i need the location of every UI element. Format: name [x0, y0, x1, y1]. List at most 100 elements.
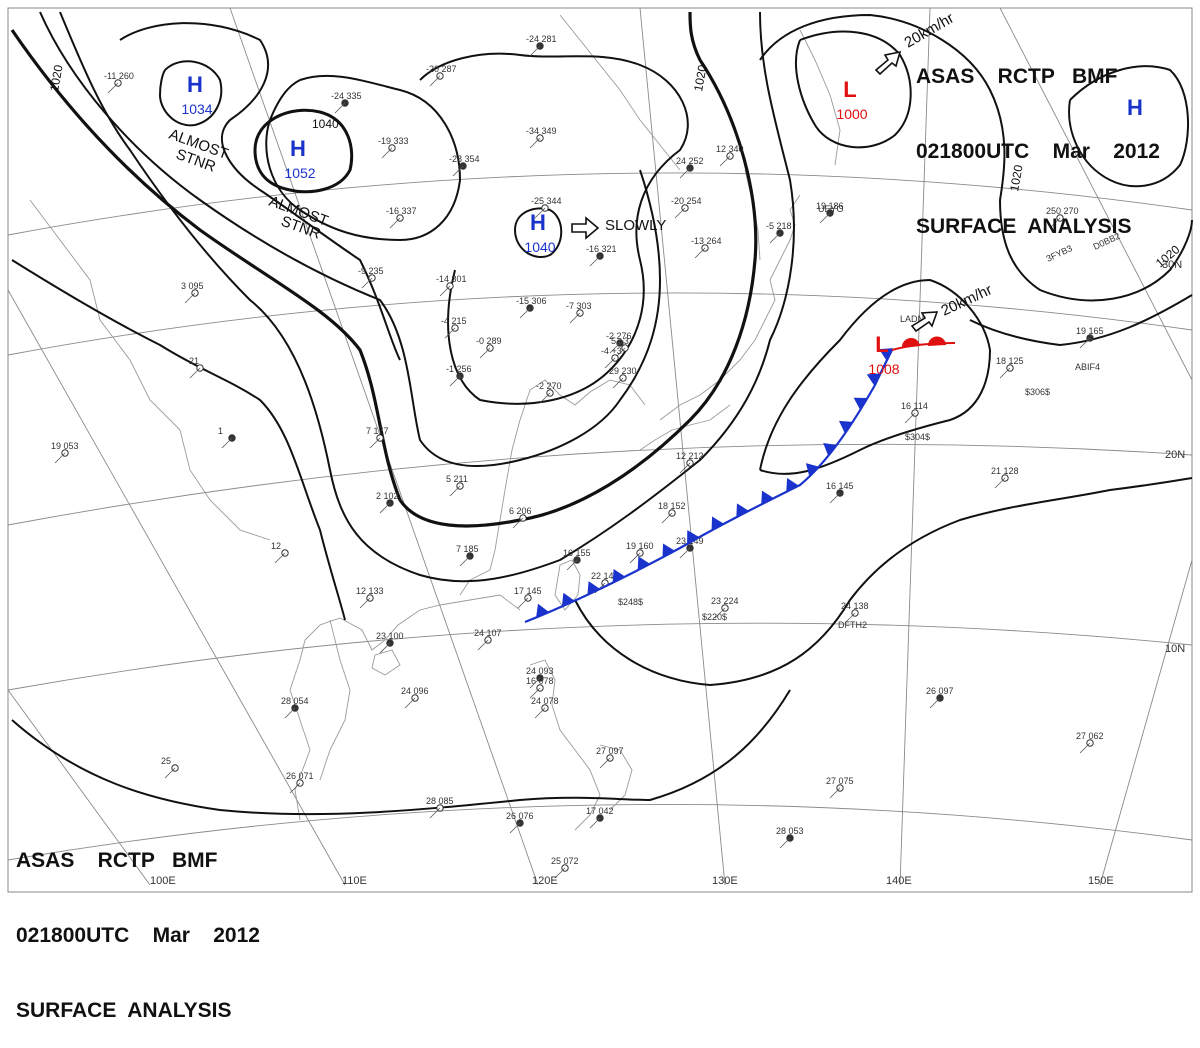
station-plot: 250 270	[1046, 206, 1079, 229]
station-plot: 26 097	[926, 686, 954, 709]
cold-front	[524, 336, 956, 624]
isobar-label: 1020	[1007, 163, 1025, 192]
cold-front-triangle	[687, 530, 700, 544]
isobar	[11, 259, 346, 621]
wind-barb	[599, 757, 611, 769]
cold-front-triangle	[838, 420, 853, 434]
wind-barb	[479, 347, 491, 359]
station-value: 24 078	[531, 696, 559, 706]
cold-front-triangle	[612, 568, 626, 583]
station-value: -24 335	[331, 91, 362, 101]
wind-barb	[389, 217, 401, 229]
coastlines	[29, 14, 841, 831]
wind-barb	[429, 75, 441, 87]
coastline-vietnam	[319, 619, 351, 781]
station-plot: 2 102	[376, 491, 399, 514]
station-value: 27 075	[826, 776, 854, 786]
station-plot: -16 321	[586, 244, 617, 267]
cold-front-triangle	[879, 348, 893, 361]
pressure-center-value: 1040	[524, 239, 555, 255]
coastline-korea-china	[459, 379, 646, 596]
wind-barb	[429, 807, 441, 819]
station-plot: 28 054	[281, 696, 309, 719]
wind-barb	[184, 292, 196, 304]
meridian-line	[999, 7, 1193, 381]
isobar	[574, 477, 1193, 687]
pressure-center-letter: H	[530, 210, 546, 235]
isobar-thick	[10, 11, 758, 528]
wind-barb	[534, 707, 546, 719]
station-value: 26 097	[926, 686, 954, 696]
station-value: 12	[271, 541, 281, 551]
station-value: -19 333	[378, 136, 409, 146]
wind-barb	[679, 547, 691, 559]
station-plot: -13 264	[691, 236, 722, 259]
cold-front-triangle	[786, 478, 799, 492]
station-value: -13 264	[691, 236, 722, 246]
station-plot: 24 252	[676, 156, 704, 179]
station-value: 27 097	[596, 746, 624, 756]
station-plot: 19 186	[816, 201, 844, 224]
meridian-line	[7, 689, 151, 886]
station-value: 24 138	[841, 601, 869, 611]
wind-barb	[54, 452, 66, 464]
station-value: 19 165	[1076, 326, 1104, 336]
station-value: -5 218	[766, 221, 792, 231]
station-value: 28 053	[776, 826, 804, 836]
station-value: -4 +3	[601, 346, 622, 356]
station-plot: 5 211	[446, 474, 468, 497]
isobar	[759, 13, 1193, 302]
title-line-2: 021800UTC Mar 2012	[16, 924, 260, 947]
wind-barb	[361, 277, 373, 289]
cold-front-triangle	[536, 603, 550, 618]
station-value: 19 053	[51, 441, 79, 451]
station-plot: 24 078	[531, 696, 559, 719]
wind-barb	[999, 367, 1011, 379]
latitude-labels: 30N 20N 10N	[1162, 259, 1185, 655]
station-plot: 18 125	[996, 356, 1024, 379]
wind-barb	[719, 155, 731, 167]
cold-front-triangle	[823, 442, 837, 456]
map-frame	[7, 7, 1193, 893]
station-plot: -11 260	[104, 71, 134, 94]
cold-front-triangle	[637, 556, 651, 571]
station-value: 26 071	[286, 771, 314, 781]
isobar	[794, 30, 912, 149]
isobar	[1068, 65, 1189, 188]
station-plot: 19 053	[51, 441, 79, 464]
wind-barb	[829, 787, 841, 799]
station-plot: -15 306	[516, 296, 547, 319]
station-value: 6 206	[509, 506, 532, 516]
longitude-label: 100E	[150, 875, 176, 887]
station-plot: 7 177	[366, 426, 389, 449]
latitude-line	[7, 622, 1193, 691]
station-value: -4 215	[441, 316, 467, 326]
station-plot: -28 354	[449, 154, 480, 177]
wind-barb	[519, 307, 531, 319]
wind-barb	[604, 357, 616, 369]
pressure-center-value: 1000	[836, 106, 867, 122]
warm-front-line	[891, 342, 956, 351]
isobar-label: 1020	[47, 63, 65, 92]
wind-barb	[379, 642, 391, 654]
wind-barb	[509, 822, 521, 834]
wind-barb	[449, 375, 461, 387]
isobar	[59, 11, 795, 583]
station-plot: 3 095	[181, 281, 204, 304]
pressure-center-letter: H	[1127, 95, 1143, 120]
title-line-1: ASAS RCTP BMF	[16, 849, 218, 872]
wind-barb	[844, 612, 856, 624]
longitude-labels: 100E 110E 120E 130E 140E 150E	[150, 875, 1114, 887]
station-value: -25 344	[531, 196, 562, 206]
wind-barb	[107, 82, 119, 94]
station-id: $306$	[1025, 387, 1050, 397]
station-value: -9 235	[358, 266, 384, 276]
station-value: -21	[186, 356, 199, 366]
wind-barb	[819, 212, 831, 224]
station-value: -20 254	[671, 196, 702, 206]
pressure-center-letter: L	[875, 332, 888, 357]
isobars	[10, 11, 1193, 816]
station-plot: -1 256	[446, 364, 472, 387]
warm-front-bump	[927, 336, 946, 346]
station-plot: -4 215	[441, 316, 467, 339]
